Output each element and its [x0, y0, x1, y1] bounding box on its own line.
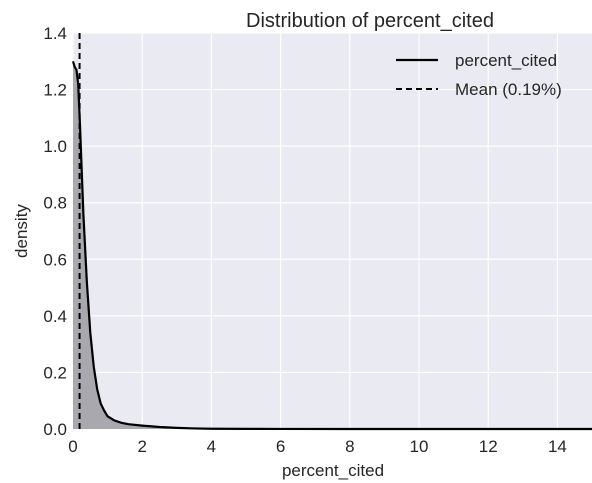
y-tick-label: 1.4 — [43, 24, 67, 43]
y-axis-label: density — [12, 204, 31, 258]
x-tick-label: 2 — [137, 437, 146, 456]
x-tick-label: 8 — [345, 437, 354, 456]
y-axis-ticks: 0.0 0.2 0.4 0.6 0.8 1.0 1.2 1.4 — [43, 24, 67, 439]
density-curve — [71, 60, 592, 431]
x-tick-label: 10 — [410, 437, 429, 456]
y-tick-label: 0.4 — [43, 307, 67, 326]
x-tick-label: 4 — [207, 437, 216, 456]
legend: percent_cited Mean (0.19%) — [396, 51, 562, 99]
y-tick-label: 0.0 — [43, 420, 67, 439]
y-tick-label: 0.6 — [43, 250, 67, 269]
x-tick-label: 6 — [276, 437, 285, 456]
y-tick-label: 0.2 — [43, 363, 67, 382]
plot-area — [73, 33, 592, 429]
chart-title: Distribution of percent_cited — [246, 10, 494, 32]
legend-label-mean: Mean (0.19%) — [455, 80, 562, 99]
legend-label-percent-cited: percent_cited — [455, 51, 557, 70]
x-tick-label: 14 — [548, 437, 567, 456]
y-tick-label: 0.8 — [43, 194, 67, 213]
x-tick-label: 12 — [479, 437, 498, 456]
x-axis-label: percent_cited — [282, 461, 384, 480]
x-axis-ticks: 0 2 4 6 8 10 12 14 — [68, 437, 567, 456]
x-tick-label: 0 — [68, 437, 77, 456]
y-tick-label: 1.0 — [43, 137, 67, 156]
y-tick-label: 1.2 — [43, 81, 67, 100]
